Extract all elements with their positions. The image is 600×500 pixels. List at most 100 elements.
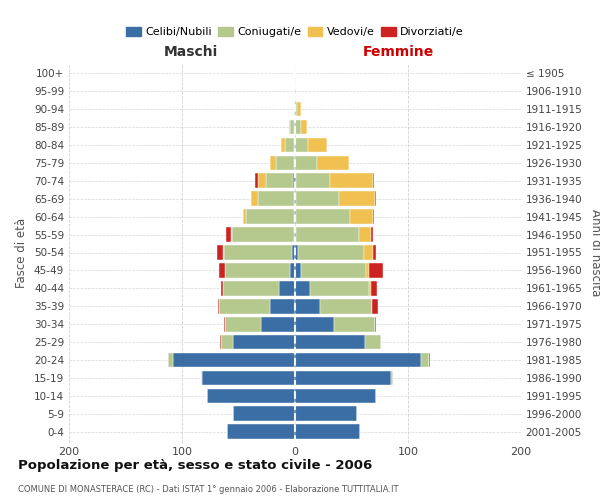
Bar — [257, 192, 294, 206]
Bar — [270, 156, 275, 170]
Bar — [359, 227, 371, 242]
Bar — [294, 120, 295, 134]
Bar — [247, 210, 294, 224]
Y-axis label: Fasce di età: Fasce di età — [16, 218, 28, 288]
Bar — [251, 192, 257, 206]
Bar — [295, 120, 301, 134]
Bar — [421, 352, 430, 368]
Bar — [370, 263, 383, 278]
Bar — [373, 245, 376, 260]
Bar — [230, 227, 232, 242]
Bar — [290, 263, 295, 278]
Bar — [232, 227, 294, 242]
Bar — [295, 192, 296, 206]
Bar — [201, 370, 202, 386]
Bar — [295, 210, 296, 224]
Bar — [295, 227, 296, 242]
Bar — [301, 263, 366, 278]
Bar — [294, 102, 295, 117]
Bar — [295, 174, 296, 188]
Bar — [372, 299, 379, 314]
Bar — [294, 210, 295, 224]
Bar — [375, 192, 376, 206]
Bar — [224, 245, 292, 260]
Bar — [257, 174, 266, 188]
Bar — [233, 406, 295, 421]
Bar — [296, 227, 359, 242]
Bar — [217, 245, 223, 260]
Bar — [296, 174, 330, 188]
Text: Maschi: Maschi — [164, 44, 218, 59]
Bar — [261, 317, 295, 332]
Bar — [169, 352, 173, 368]
Bar — [295, 281, 310, 295]
Bar — [225, 263, 290, 278]
Bar — [364, 245, 373, 260]
Bar — [220, 335, 221, 349]
Bar — [294, 156, 295, 170]
Bar — [320, 299, 372, 314]
Bar — [297, 102, 301, 117]
Bar — [365, 335, 381, 349]
Bar — [295, 317, 334, 332]
Bar — [243, 210, 247, 224]
Bar — [295, 84, 296, 98]
Bar — [295, 299, 320, 314]
Bar — [290, 120, 294, 134]
Bar — [317, 156, 349, 170]
Bar — [207, 388, 295, 403]
Bar — [295, 245, 298, 260]
Bar — [373, 210, 374, 224]
Text: Popolazione per età, sesso e stato civile - 2006: Popolazione per età, sesso e stato civil… — [18, 460, 372, 472]
Legend: Celibi/Nubili, Coniugati/e, Vedovi/e, Divorziati/e: Celibi/Nubili, Coniugati/e, Vedovi/e, Di… — [122, 22, 468, 42]
Bar — [266, 174, 293, 188]
Bar — [295, 335, 365, 349]
Bar — [295, 138, 308, 152]
Bar — [371, 281, 377, 295]
Bar — [221, 281, 223, 295]
Bar — [296, 192, 339, 206]
Bar — [219, 299, 270, 314]
Bar — [373, 174, 374, 188]
Bar — [295, 156, 317, 170]
Bar — [295, 406, 357, 421]
Bar — [293, 174, 295, 188]
Bar — [202, 370, 295, 386]
Bar — [218, 299, 219, 314]
Bar — [294, 138, 295, 152]
Bar — [270, 299, 295, 314]
Bar — [219, 263, 225, 278]
Bar — [295, 102, 297, 117]
Bar — [366, 263, 370, 278]
Bar — [221, 335, 233, 349]
Bar — [256, 174, 257, 188]
Text: COMUNE DI MONASTERACE (RC) - Dati ISTAT 1° gennaio 2006 - Elaborazione TUTTITALI: COMUNE DI MONASTERACE (RC) - Dati ISTAT … — [18, 485, 398, 494]
Bar — [225, 317, 261, 332]
Bar — [371, 227, 373, 242]
Bar — [295, 263, 301, 278]
Bar — [330, 174, 373, 188]
Bar — [334, 317, 375, 332]
Bar — [223, 281, 279, 295]
Bar — [224, 317, 225, 332]
Y-axis label: Anni di nascita: Anni di nascita — [589, 209, 600, 296]
Bar — [173, 352, 295, 368]
Bar — [298, 245, 364, 260]
Bar — [310, 281, 370, 295]
Bar — [391, 370, 393, 386]
Bar — [370, 281, 371, 295]
Bar — [275, 156, 294, 170]
Bar — [294, 227, 295, 242]
Bar — [279, 281, 295, 295]
Text: Femmine: Femmine — [363, 44, 434, 59]
Bar — [296, 210, 350, 224]
Bar — [281, 138, 285, 152]
Bar — [375, 317, 376, 332]
Bar — [285, 138, 294, 152]
Bar — [292, 245, 295, 260]
Bar — [227, 424, 295, 439]
Bar — [308, 138, 326, 152]
Bar — [289, 120, 290, 134]
Bar — [295, 370, 391, 386]
Bar — [339, 192, 375, 206]
